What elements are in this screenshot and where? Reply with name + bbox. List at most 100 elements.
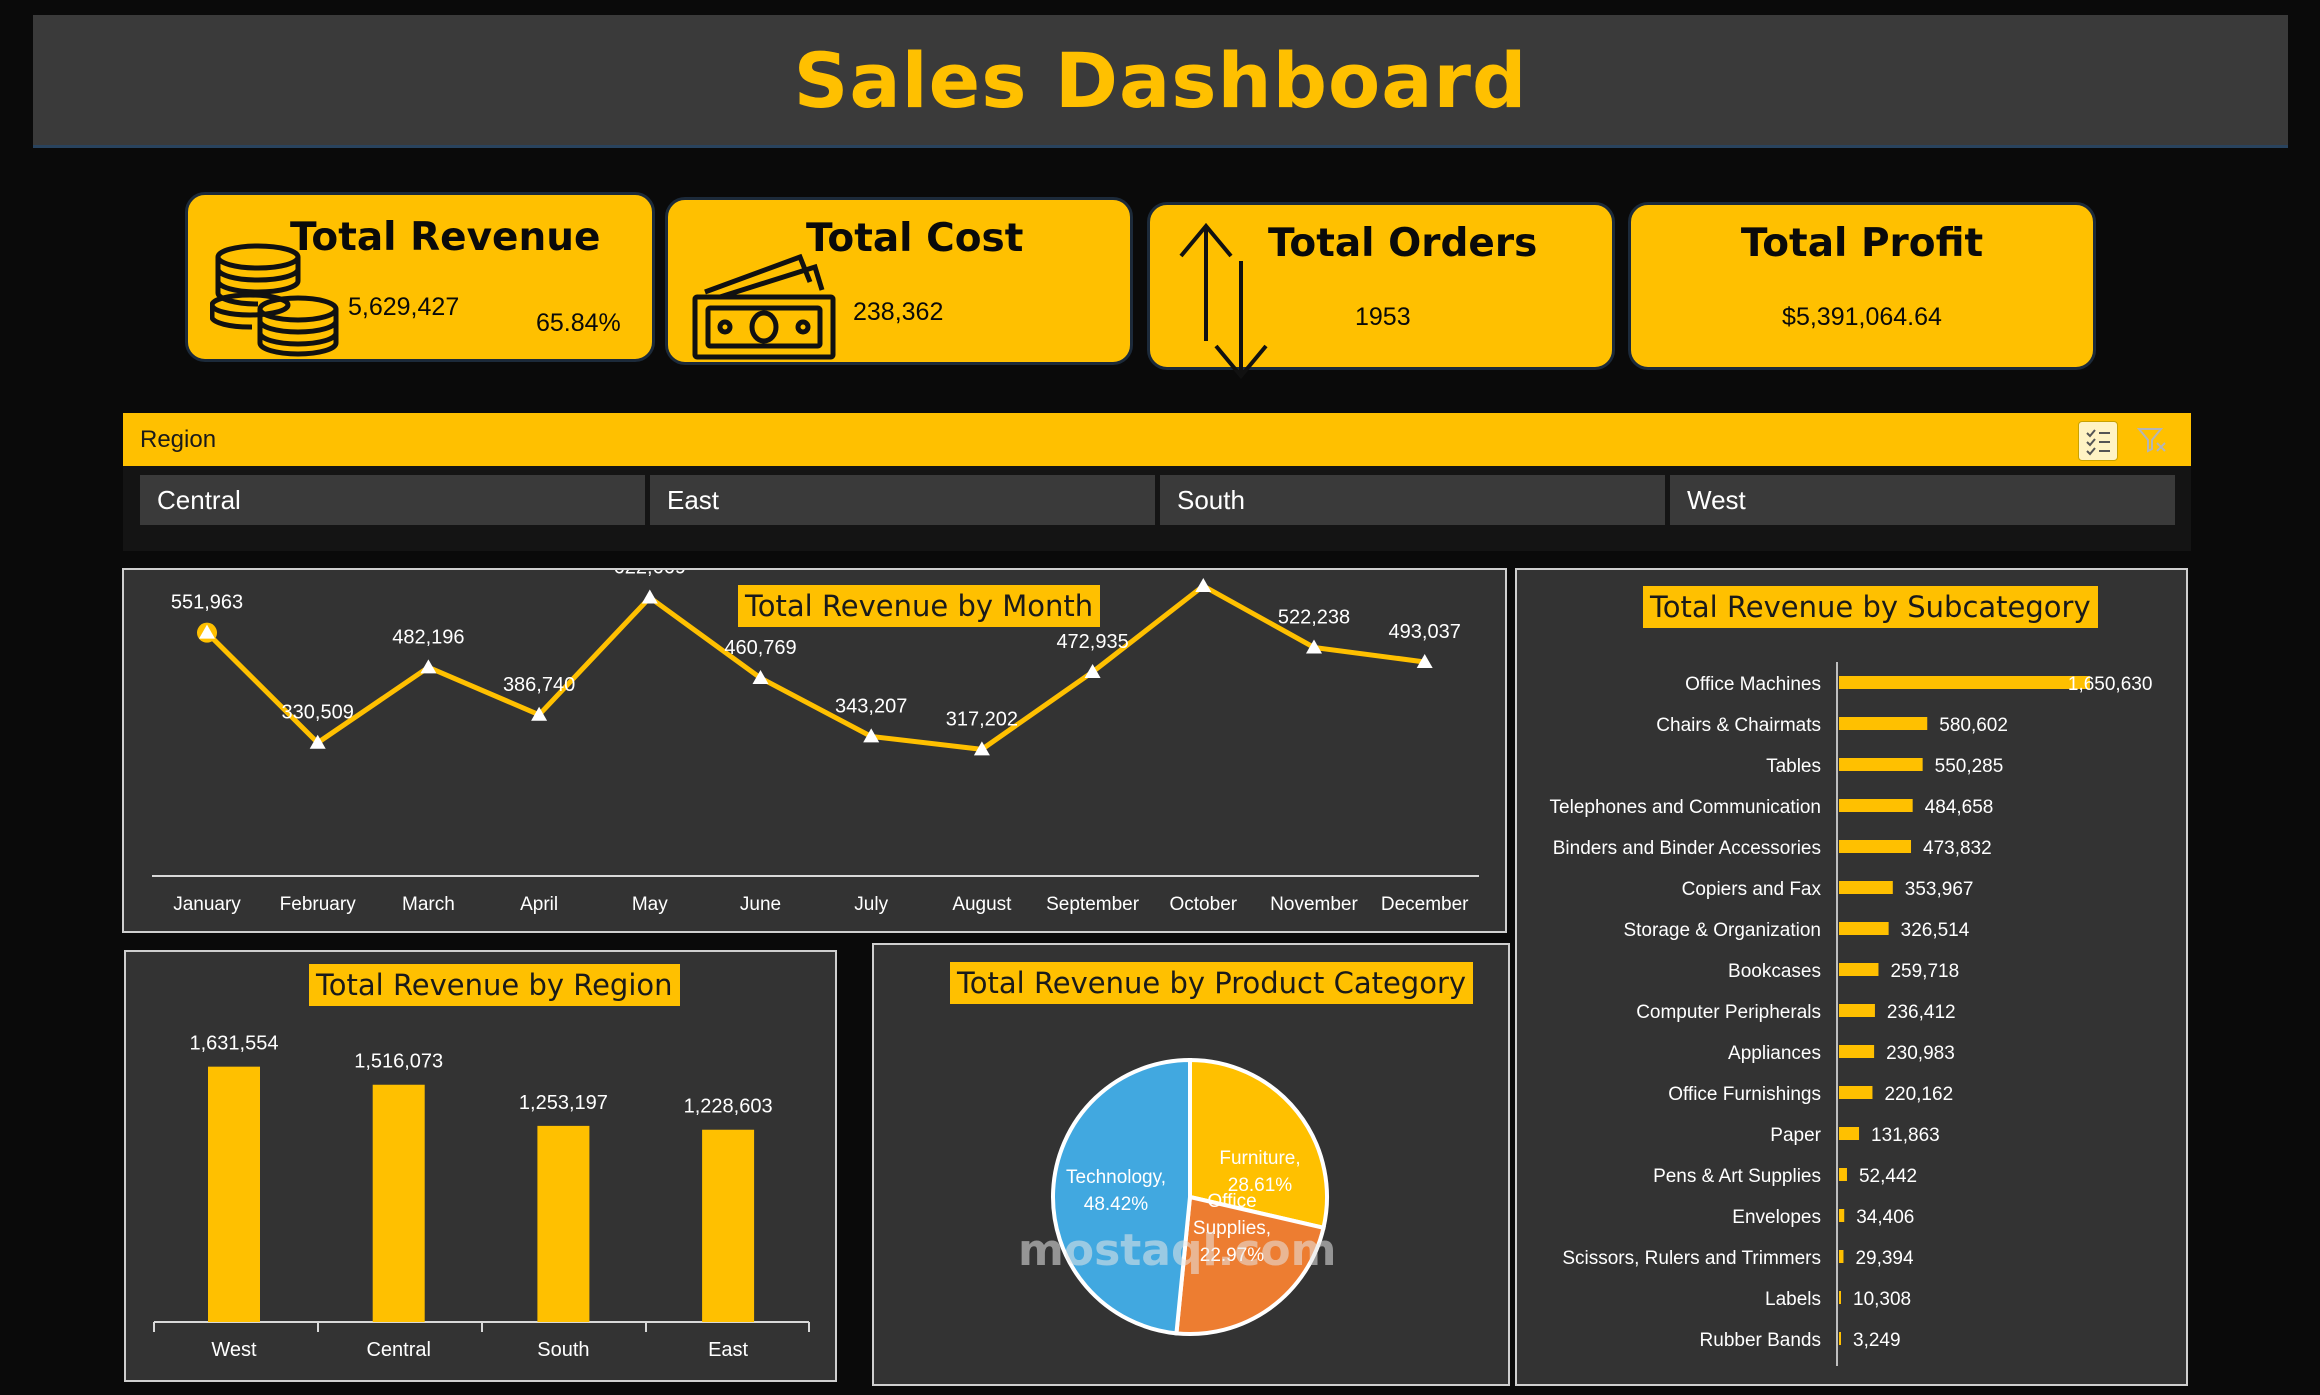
region-bar-chart: 1,631,554 West 1,516,073 Central 1,253,197 So… bbox=[153, 1033, 810, 1361]
bar bbox=[1839, 1291, 1841, 1304]
slicer-option-central[interactable]: Central bbox=[140, 475, 645, 525]
data-label: 1,650,630 bbox=[2068, 674, 2153, 695]
pie-slice bbox=[1051, 1057, 1192, 1336]
data-point bbox=[641, 589, 658, 604]
y-tick-label: Chairs & Chairmats bbox=[1656, 715, 1821, 736]
y-tick-label: Office Machines bbox=[1685, 674, 1821, 695]
slicer-option-west[interactable]: West bbox=[1670, 475, 2175, 525]
data-label: 473,832 bbox=[1923, 838, 1992, 859]
kpi-title: Total Cost bbox=[806, 216, 1024, 261]
data-label: 580,602 bbox=[1939, 715, 2008, 736]
data-point bbox=[1416, 653, 1433, 668]
x-tick-label: April bbox=[520, 894, 558, 915]
data-point bbox=[1195, 577, 1212, 592]
slice-label: 28.61% bbox=[1228, 1175, 1293, 1196]
kpi-value: 238,362 bbox=[853, 298, 944, 326]
y-tick-label: Envelopes bbox=[1732, 1207, 1821, 1228]
bar bbox=[1839, 840, 1912, 853]
subcategory-bar-chart: Office Machines 1,650,630 Chairs & Chairma… bbox=[1550, 662, 2153, 1366]
multi-select-button[interactable] bbox=[2078, 421, 2118, 461]
slice-label: 48.42% bbox=[1084, 1194, 1149, 1215]
slicer-title: Region bbox=[140, 426, 217, 453]
data-label: 353,967 bbox=[1905, 879, 1974, 900]
data-label: 522,238 bbox=[1278, 606, 1350, 628]
x-tick-label: February bbox=[280, 894, 357, 915]
kpi-card-total-revenue: Total Revenue 5,629,427 65.84% bbox=[185, 192, 655, 362]
revenue-by-region-panel: Total Revenue by Region 1,631,554 West 1,5… bbox=[124, 950, 837, 1382]
chart-title: Total Revenue by Month bbox=[738, 585, 1101, 627]
x-tick-label: August bbox=[952, 894, 1012, 915]
bar bbox=[208, 1066, 260, 1322]
data-label: 230,983 bbox=[1886, 1043, 1955, 1064]
bar bbox=[1839, 717, 1928, 730]
data-point bbox=[1084, 663, 1101, 678]
up-down-arrows-icon bbox=[1179, 222, 1268, 380]
data-label: 220,162 bbox=[1884, 1084, 1953, 1105]
y-tick-label: Paper bbox=[1770, 1125, 1821, 1146]
x-tick-label: September bbox=[1046, 894, 1140, 915]
x-tick-label: December bbox=[1381, 894, 1469, 915]
data-point bbox=[420, 659, 437, 674]
x-tick-label: East bbox=[708, 1339, 748, 1361]
bar bbox=[372, 1084, 425, 1322]
bar bbox=[1839, 1127, 1860, 1140]
slice-label: Office bbox=[1207, 1191, 1256, 1212]
data-point bbox=[531, 706, 548, 721]
bar bbox=[1839, 1168, 1847, 1181]
data-point bbox=[863, 728, 880, 743]
clear-filter-button[interactable] bbox=[2133, 421, 2171, 459]
revenue-by-month-panel: Total Revenue by Month 551,963 January 330… bbox=[122, 568, 1507, 933]
data-label: 386,740 bbox=[503, 674, 575, 696]
pie-slice bbox=[1188, 1057, 1329, 1231]
category-pie-chart: Furniture, 28.61%Office Supplies, 22.97% Tec… bbox=[1051, 1057, 1329, 1336]
y-tick-label: Labels bbox=[1765, 1289, 1821, 1310]
data-point bbox=[1306, 639, 1322, 654]
line-chart: 551,963 January 330,509 February 482,196 Marc… bbox=[152, 570, 1479, 915]
dashboard-header: Sales Dashboard bbox=[33, 15, 2288, 148]
data-point bbox=[973, 741, 990, 756]
data-label: 3,249 bbox=[1853, 1330, 1901, 1351]
page-title: Sales Dashboard bbox=[793, 35, 1528, 125]
x-tick-label: May bbox=[632, 894, 668, 915]
data-label: 52,442 bbox=[1859, 1166, 1917, 1187]
data-label: 472,935 bbox=[1056, 631, 1128, 653]
data-point bbox=[199, 624, 215, 639]
data-label: 493,037 bbox=[1389, 621, 1461, 643]
data-label: 131,863 bbox=[1871, 1125, 1940, 1146]
bar bbox=[1839, 1004, 1875, 1017]
x-tick-label: October bbox=[1170, 894, 1238, 915]
checklist-icon bbox=[2086, 429, 2110, 456]
coins-icon bbox=[210, 243, 339, 357]
y-tick-label: Rubber Bands bbox=[1700, 1330, 1821, 1351]
slicer-option-south[interactable]: South bbox=[1160, 475, 1665, 525]
data-label: 29,394 bbox=[1855, 1248, 1914, 1269]
y-tick-label: Binders and Binder Accessories bbox=[1553, 838, 1821, 859]
y-tick-label: Appliances bbox=[1728, 1043, 1821, 1064]
slicer-option-east[interactable]: East bbox=[650, 475, 1155, 525]
kpi-value: 5,629,427 bbox=[348, 293, 460, 321]
data-label: 34,406 bbox=[1856, 1207, 1914, 1228]
bar bbox=[1839, 1045, 1875, 1058]
slice-label: 22.97% bbox=[1200, 1245, 1265, 1266]
bar bbox=[1839, 1209, 1845, 1222]
data-label: 622,669 bbox=[614, 570, 686, 579]
y-tick-label: Storage & Organization bbox=[1623, 920, 1821, 941]
data-label: 482,196 bbox=[392, 626, 464, 648]
kpi-card-total-profit: Total Profit $5,391,064.64 bbox=[1628, 202, 2096, 370]
data-label: 1,228,603 bbox=[684, 1096, 773, 1118]
x-tick-label: January bbox=[173, 894, 241, 915]
clear-filter-icon bbox=[2136, 428, 2166, 453]
revenue-by-category-panel: Total Revenue by Product Category Furnit… bbox=[872, 943, 1510, 1386]
bar bbox=[702, 1129, 755, 1322]
y-tick-label: Scissors, Rulers and Trimmers bbox=[1562, 1248, 1821, 1269]
chart-title: Total Revenue by Subcategory bbox=[1643, 586, 2098, 628]
data-point bbox=[309, 734, 326, 749]
kpi-value: $5,391,064.64 bbox=[1782, 303, 1942, 331]
bar bbox=[1839, 881, 1893, 894]
chart-title: Total Revenue by Product Category bbox=[950, 962, 1474, 1004]
kpi-title: Total Profit bbox=[1740, 221, 1984, 266]
slicer-header: Region bbox=[123, 413, 2191, 466]
data-label: 10,308 bbox=[1853, 1289, 1911, 1310]
bar bbox=[1839, 1250, 1844, 1263]
slice-label: Technology, bbox=[1066, 1167, 1166, 1188]
